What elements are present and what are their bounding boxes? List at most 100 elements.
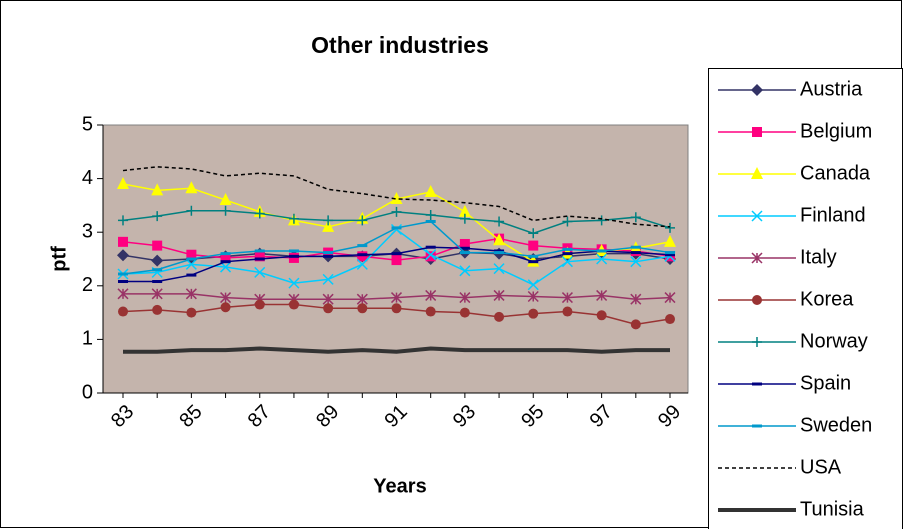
marker (391, 303, 402, 314)
legend-label: Tunisia (800, 498, 865, 520)
chart-title: Other industries (311, 32, 489, 58)
marker (322, 293, 334, 305)
marker (357, 251, 368, 262)
marker (288, 213, 299, 224)
marker (288, 249, 299, 253)
marker (356, 293, 368, 305)
marker (152, 211, 163, 222)
marker (117, 176, 129, 189)
marker (357, 303, 368, 314)
legend-label: Italy (800, 246, 837, 268)
marker (459, 292, 471, 304)
marker (288, 277, 300, 289)
marker (630, 293, 642, 305)
marker (752, 295, 762, 305)
marker (220, 252, 231, 256)
marker (390, 292, 403, 304)
marker (425, 219, 436, 223)
marker (151, 183, 164, 196)
marker (323, 251, 334, 255)
marker (391, 226, 402, 230)
marker (459, 307, 470, 318)
marker (630, 251, 641, 255)
marker (288, 299, 299, 310)
marker (254, 266, 266, 278)
marker (356, 258, 368, 270)
marker (254, 251, 265, 262)
marker (152, 280, 163, 284)
marker (186, 205, 197, 216)
legend-label: Spain (800, 372, 851, 394)
marker (254, 299, 265, 310)
marker (118, 306, 128, 317)
marker (664, 234, 676, 247)
marker (752, 337, 762, 347)
legend-box (708, 68, 903, 529)
marker (424, 185, 437, 197)
marker (528, 260, 539, 264)
marker (220, 292, 232, 304)
marker (323, 303, 334, 314)
marker (528, 228, 539, 239)
marker (630, 319, 641, 330)
marker (751, 84, 763, 96)
marker (185, 288, 197, 300)
marker (220, 302, 231, 313)
legend-label: Korea (800, 288, 854, 310)
marker (596, 289, 608, 301)
marker (561, 292, 573, 304)
marker (219, 193, 232, 206)
marker (151, 254, 164, 267)
marker (493, 233, 506, 246)
marker (752, 127, 762, 137)
marker (425, 251, 436, 262)
marker (186, 273, 197, 277)
marker (751, 210, 763, 222)
marker (459, 251, 470, 255)
y-tick-label: 0 (82, 381, 93, 403)
marker (527, 279, 539, 291)
marker (528, 308, 539, 319)
marker (357, 244, 368, 248)
marker (117, 249, 129, 262)
legend-label: Austria (800, 78, 863, 100)
marker (562, 252, 573, 256)
marker (357, 253, 368, 257)
series-line (122, 166, 671, 228)
marker (665, 314, 675, 325)
marker (458, 204, 471, 217)
marker (596, 310, 607, 321)
marker (391, 255, 402, 266)
marker (288, 254, 299, 258)
marker (630, 245, 641, 249)
marker (220, 205, 231, 216)
legend-label: Norway (800, 330, 868, 352)
marker (152, 240, 163, 251)
legend-label: Canada (800, 162, 871, 184)
legend-label: Finland (800, 204, 866, 226)
marker (494, 251, 505, 255)
marker (322, 219, 335, 232)
marker (118, 215, 128, 226)
marker (665, 253, 675, 257)
y-tick-label: 2 (82, 274, 93, 296)
y-tick-label: 5 (82, 113, 93, 135)
marker (323, 254, 334, 258)
marker (220, 252, 231, 263)
marker (288, 252, 299, 263)
marker (186, 307, 197, 318)
marker (323, 215, 334, 226)
marker (561, 256, 573, 268)
marker (425, 306, 436, 317)
marker (185, 181, 198, 194)
marker (152, 268, 163, 272)
marker (459, 246, 470, 250)
marker (752, 424, 762, 428)
marker (322, 273, 334, 285)
marker (118, 236, 128, 247)
y-tick-label: 1 (82, 328, 93, 350)
x-axis-label: Years (373, 475, 426, 497)
marker (118, 280, 128, 284)
y-axis-label: ptf (48, 246, 70, 272)
legend-label: Sweden (800, 414, 872, 436)
